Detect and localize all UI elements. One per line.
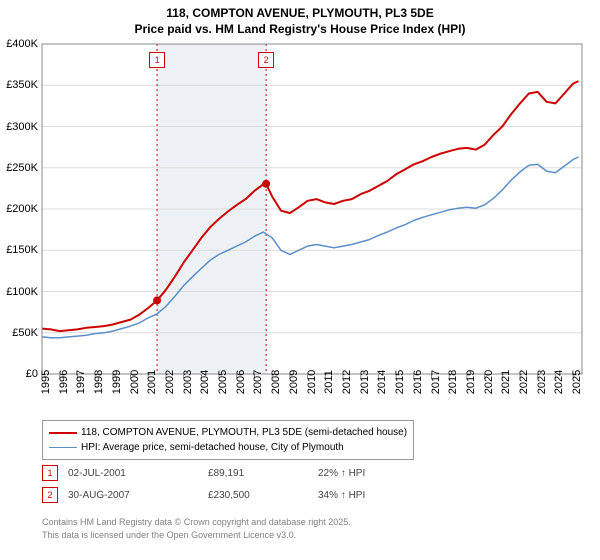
legend-label: HPI: Average price, semi-detached house,… — [81, 440, 344, 455]
chart-title-line1: 118, COMPTON AVENUE, PLYMOUTH, PL3 5DE — [0, 0, 600, 22]
marker-label-box: 1 — [149, 52, 165, 68]
y-tick-label: £100K — [0, 286, 38, 298]
x-tick-label: 2021 — [500, 370, 512, 394]
x-tick-label: 2010 — [306, 370, 318, 394]
marker-number-icon: 2 — [42, 487, 58, 503]
legend-swatch — [49, 432, 77, 434]
marker-data-row: 2 30-AUG-2007£230,50034% ↑ HPI — [42, 487, 428, 503]
x-tick-label: 2006 — [235, 370, 247, 394]
legend-item: HPI: Average price, semi-detached house,… — [49, 440, 407, 455]
marker-date: 30-AUG-2007 — [68, 490, 208, 501]
y-tick-label: £50K — [0, 327, 38, 339]
x-tick-label: 2019 — [465, 370, 477, 394]
x-tick-label: 2017 — [430, 370, 442, 394]
x-tick-label: 2018 — [447, 370, 459, 394]
footnote: Contains HM Land Registry data © Crown c… — [42, 516, 351, 541]
footnote-line1: Contains HM Land Registry data © Crown c… — [42, 516, 351, 529]
x-tick-label: 2015 — [394, 370, 406, 394]
marker-price: £89,191 — [208, 468, 318, 479]
x-tick-label: 2005 — [217, 370, 229, 394]
y-tick-label: £150K — [0, 244, 38, 256]
y-tick-label: £200K — [0, 203, 38, 215]
x-tick-label: 2008 — [270, 370, 282, 394]
x-tick-label: 2022 — [518, 370, 530, 394]
x-tick-label: 1996 — [58, 370, 70, 394]
x-tick-label: 2012 — [341, 370, 353, 394]
marker-number-icon: 1 — [42, 465, 58, 481]
x-tick-label: 2004 — [199, 370, 211, 394]
x-tick-label: 1997 — [75, 370, 87, 394]
y-tick-label: £250K — [0, 162, 38, 174]
legend-swatch — [49, 447, 77, 448]
x-tick-label: 1995 — [40, 370, 52, 394]
x-tick-label: 2011 — [323, 370, 335, 394]
x-tick-label: 2024 — [553, 370, 565, 394]
marker-pct: 34% ↑ HPI — [318, 490, 428, 501]
marker-data-row: 1 02-JUL-2001£89,19122% ↑ HPI — [42, 465, 428, 481]
x-tick-label: 1998 — [93, 370, 105, 394]
x-tick-label: 2009 — [288, 370, 300, 394]
x-tick-label: 2000 — [129, 370, 141, 394]
x-tick-label: 2025 — [571, 370, 583, 394]
x-tick-label: 2020 — [483, 370, 495, 394]
legend-item: 118, COMPTON AVENUE, PLYMOUTH, PL3 5DE (… — [49, 425, 407, 440]
marker-pct: 22% ↑ HPI — [318, 468, 428, 479]
x-tick-label: 2013 — [359, 370, 371, 394]
marker-date: 02-JUL-2001 — [68, 468, 208, 479]
footnote-line2: This data is licensed under the Open Gov… — [42, 529, 351, 542]
x-tick-label: 2016 — [412, 370, 424, 394]
y-tick-label: £0 — [0, 368, 38, 380]
y-tick-label: £400K — [0, 38, 38, 50]
chart-title-line2: Price paid vs. HM Land Registry's House … — [0, 22, 600, 36]
chart-area — [42, 44, 582, 374]
x-tick-label: 2002 — [164, 370, 176, 394]
legend-label: 118, COMPTON AVENUE, PLYMOUTH, PL3 5DE (… — [81, 425, 407, 440]
marker-label-box: 2 — [258, 52, 274, 68]
x-tick-label: 2007 — [252, 370, 264, 394]
legend: 118, COMPTON AVENUE, PLYMOUTH, PL3 5DE (… — [42, 420, 414, 460]
x-tick-label: 2003 — [182, 370, 194, 394]
y-tick-label: £300K — [0, 121, 38, 133]
marker-price: £230,500 — [208, 490, 318, 501]
x-tick-label: 2023 — [536, 370, 548, 394]
x-tick-label: 1999 — [111, 370, 123, 394]
x-tick-label: 2001 — [146, 370, 158, 394]
y-tick-label: £350K — [0, 79, 38, 91]
x-tick-label: 2014 — [376, 370, 388, 394]
